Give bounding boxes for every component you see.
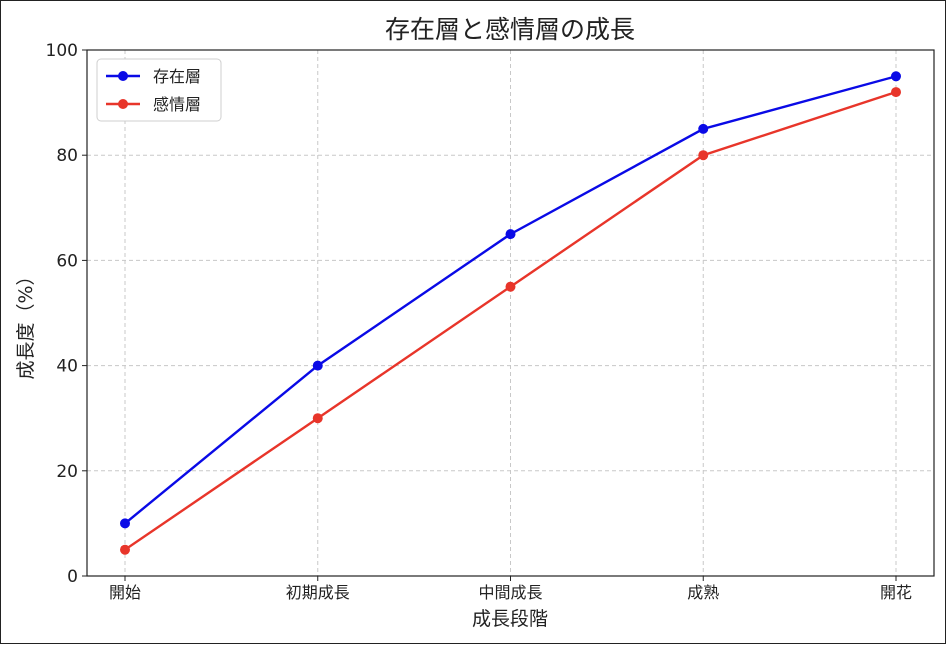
data-point (891, 87, 901, 98)
legend-marker (118, 71, 128, 81)
x-tick-label: 中間成長 (478, 583, 542, 602)
series-line (124, 90, 897, 551)
plot-area-border (86, 49, 935, 577)
y-axis-label: 成長度（%） (15, 266, 37, 379)
y-tick-labels: 0 20 40 60 80 100 (46, 41, 78, 587)
grid-lines (87, 49, 934, 577)
y-tick-label: 20 (56, 462, 78, 482)
legend-box (96, 58, 222, 122)
x-tick-label: 開始 (109, 583, 141, 602)
data-point (891, 71, 901, 82)
y-tick-label: 60 (56, 251, 78, 271)
data-point (312, 360, 323, 371)
x-tick-label: 初期成長 (286, 583, 350, 602)
x-tick-labels: 開始 初期成長 中間成長 成熟 開花 (109, 583, 912, 602)
x-axis-label: 成長段階 (472, 608, 548, 630)
series-group (120, 71, 901, 555)
chart-title: 存在層と感情層の成長 (385, 15, 635, 44)
x-tick-label: 成熟 (687, 583, 719, 602)
axes (82, 49, 935, 581)
legend-label: 感情層 (153, 95, 201, 114)
data-point (312, 413, 323, 424)
legend-label: 存在層 (153, 67, 201, 86)
y-tick-label: 40 (56, 357, 78, 377)
data-point (698, 123, 709, 134)
y-tick-label: 80 (56, 146, 78, 166)
y-tick-label: 0 (67, 567, 78, 587)
legend-marker (118, 99, 128, 109)
data-point (120, 544, 130, 555)
data-point (698, 150, 709, 161)
data-point (505, 281, 516, 292)
y-tick-label: 100 (46, 41, 78, 61)
data-point (120, 518, 130, 529)
data-point (505, 229, 516, 240)
x-tick-label: 開花 (880, 583, 912, 602)
